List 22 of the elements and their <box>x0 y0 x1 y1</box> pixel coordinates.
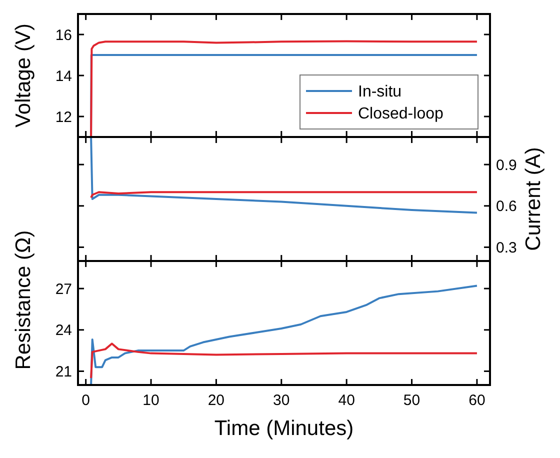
x-tick-label: 50 <box>403 392 420 409</box>
y2-axis-title: Current (A) <box>522 147 545 251</box>
y-tick-label: 16 <box>55 26 72 44</box>
y-tick-label: 21 <box>55 363 72 380</box>
y-tick-label: 27 <box>55 280 72 298</box>
x-tick-label: 60 <box>468 392 486 409</box>
legend-label: In-situ <box>358 84 402 101</box>
y2-tick-label: 0.9 <box>496 156 517 174</box>
y2-tick-label: 0.6 <box>496 198 517 216</box>
y-axis-title: Resistance (Ω) <box>12 230 35 370</box>
y2-tick-label: 0.3 <box>496 239 517 256</box>
x-tick-label: 20 <box>208 392 225 409</box>
x-tick-label: 40 <box>338 392 355 409</box>
y-tick-label: 12 <box>55 108 72 126</box>
x-tick-label: 30 <box>273 392 290 409</box>
x-axis-title: Time (Minutes) <box>214 417 354 440</box>
y-tick-label: 14 <box>55 68 72 85</box>
legend-label: Closed-loop <box>358 106 444 123</box>
y-axis-title: Voltage (V) <box>12 24 35 128</box>
y-tick-label: 24 <box>55 322 72 340</box>
x-tick-label: 10 <box>142 392 160 409</box>
x-tick-label: 0 <box>82 392 90 409</box>
